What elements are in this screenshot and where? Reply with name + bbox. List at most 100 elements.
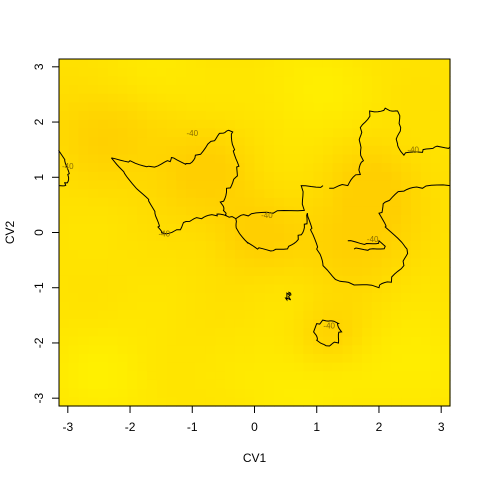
heatmap-cell	[420, 232, 432, 242]
heatmap-cell	[137, 293, 148, 303]
heatmap-cell	[176, 301, 187, 312]
heatmap-cell	[410, 163, 422, 173]
heatmap-cell	[68, 249, 80, 260]
heatmap-cell	[215, 119, 226, 130]
heatmap-cell	[244, 241, 256, 251]
heatmap-cell	[215, 215, 226, 225]
heatmap-cell	[117, 267, 129, 277]
heatmap-cell	[68, 76, 80, 86]
heatmap-cell	[430, 232, 441, 242]
heatmap-cell	[371, 397, 383, 407]
heatmap-cell	[371, 319, 383, 329]
heatmap-cell	[78, 232, 89, 242]
heatmap-cell	[410, 154, 422, 164]
heatmap-cell	[342, 137, 353, 147]
heatmap-cell	[401, 128, 412, 138]
heatmap-cell	[107, 293, 119, 303]
heatmap-cell	[176, 397, 187, 407]
heatmap-cell	[420, 102, 432, 112]
heatmap-cell	[107, 249, 119, 260]
heatmap-cell	[215, 232, 226, 242]
contour-label: -40	[367, 235, 379, 244]
heatmap-cell	[127, 180, 138, 190]
heatmap-cell	[430, 371, 441, 381]
x-axis-title: CV1	[243, 451, 267, 465]
heatmap-cell	[186, 59, 197, 69]
heatmap-cell	[352, 267, 363, 277]
heatmap-cell	[137, 59, 148, 69]
heatmap-cell	[166, 85, 177, 95]
heatmap-cell	[332, 85, 344, 95]
heatmap-cell	[166, 301, 177, 312]
heatmap-cell	[107, 189, 119, 199]
heatmap-cell	[107, 85, 119, 95]
heatmap-cell	[371, 241, 383, 251]
heatmap-cell	[381, 171, 392, 182]
heatmap-cell	[176, 93, 187, 103]
heatmap-cell	[88, 111, 99, 121]
heatmap-cell	[156, 249, 168, 260]
heatmap-cell	[264, 215, 275, 225]
heatmap-cell	[332, 59, 344, 69]
heatmap-cell	[127, 215, 138, 225]
heatmap-cell	[98, 327, 109, 338]
heatmap-cell	[107, 59, 119, 69]
heatmap-cell	[68, 319, 80, 329]
heatmap-cell	[401, 258, 412, 268]
heatmap-cell	[313, 137, 324, 147]
heatmap-cell	[117, 223, 129, 234]
contour-lines	[58, 107, 451, 347]
heatmap-cell	[78, 241, 89, 251]
heatmap-cell	[342, 163, 353, 173]
heatmap-cell	[440, 275, 451, 286]
heatmap-cell	[371, 111, 383, 121]
heatmap-cell	[322, 154, 334, 164]
heatmap-cell	[322, 397, 334, 407]
heatmap-cell	[244, 215, 256, 225]
heatmap-cell	[313, 163, 324, 173]
heatmap-cell	[68, 336, 80, 346]
heatmap-cell	[156, 301, 168, 312]
heatmap-cell	[381, 180, 392, 190]
heatmap-cell	[254, 223, 265, 234]
heatmap-cell	[362, 345, 373, 355]
heatmap-cell	[195, 67, 207, 77]
heatmap-cell	[254, 163, 265, 173]
heatmap-cell	[127, 197, 138, 208]
heatmap-cell	[59, 111, 70, 121]
heatmap-cell	[274, 249, 285, 260]
heatmap-cell	[195, 258, 207, 268]
heatmap-cell	[322, 145, 334, 156]
heatmap-cell	[303, 171, 314, 182]
heatmap-cell	[254, 388, 265, 398]
heatmap-cell	[117, 379, 129, 390]
heatmap-cell	[186, 154, 197, 164]
heatmap-cell	[381, 119, 392, 130]
heatmap-cell	[371, 249, 383, 260]
heatmap-cell	[225, 59, 236, 69]
heatmap-cell	[205, 206, 217, 216]
heatmap-cell	[146, 275, 158, 286]
heatmap-cell	[401, 336, 412, 346]
heatmap-cell	[195, 59, 207, 69]
heatmap-cell	[88, 137, 99, 147]
heatmap-cell	[313, 197, 324, 208]
heatmap-cell	[59, 206, 70, 216]
heatmap-cell	[205, 293, 217, 303]
heatmap-cell	[98, 197, 109, 208]
heatmap-cell	[146, 232, 158, 242]
heatmap-cell	[166, 362, 177, 372]
heatmap-cell	[313, 189, 324, 199]
heatmap-cell	[254, 397, 265, 407]
heatmap-cell	[88, 223, 99, 234]
heatmap-cell	[283, 85, 295, 95]
heatmap-cell	[195, 241, 207, 251]
heatmap-cell	[98, 371, 109, 381]
heatmap-cell	[176, 67, 187, 77]
heatmap-cell	[88, 119, 99, 130]
heatmap-cell	[342, 388, 353, 398]
heatmap-cell	[342, 379, 353, 390]
heatmap-cell	[420, 171, 432, 182]
heatmap-cell	[88, 145, 99, 156]
heatmap-cell	[362, 249, 373, 260]
